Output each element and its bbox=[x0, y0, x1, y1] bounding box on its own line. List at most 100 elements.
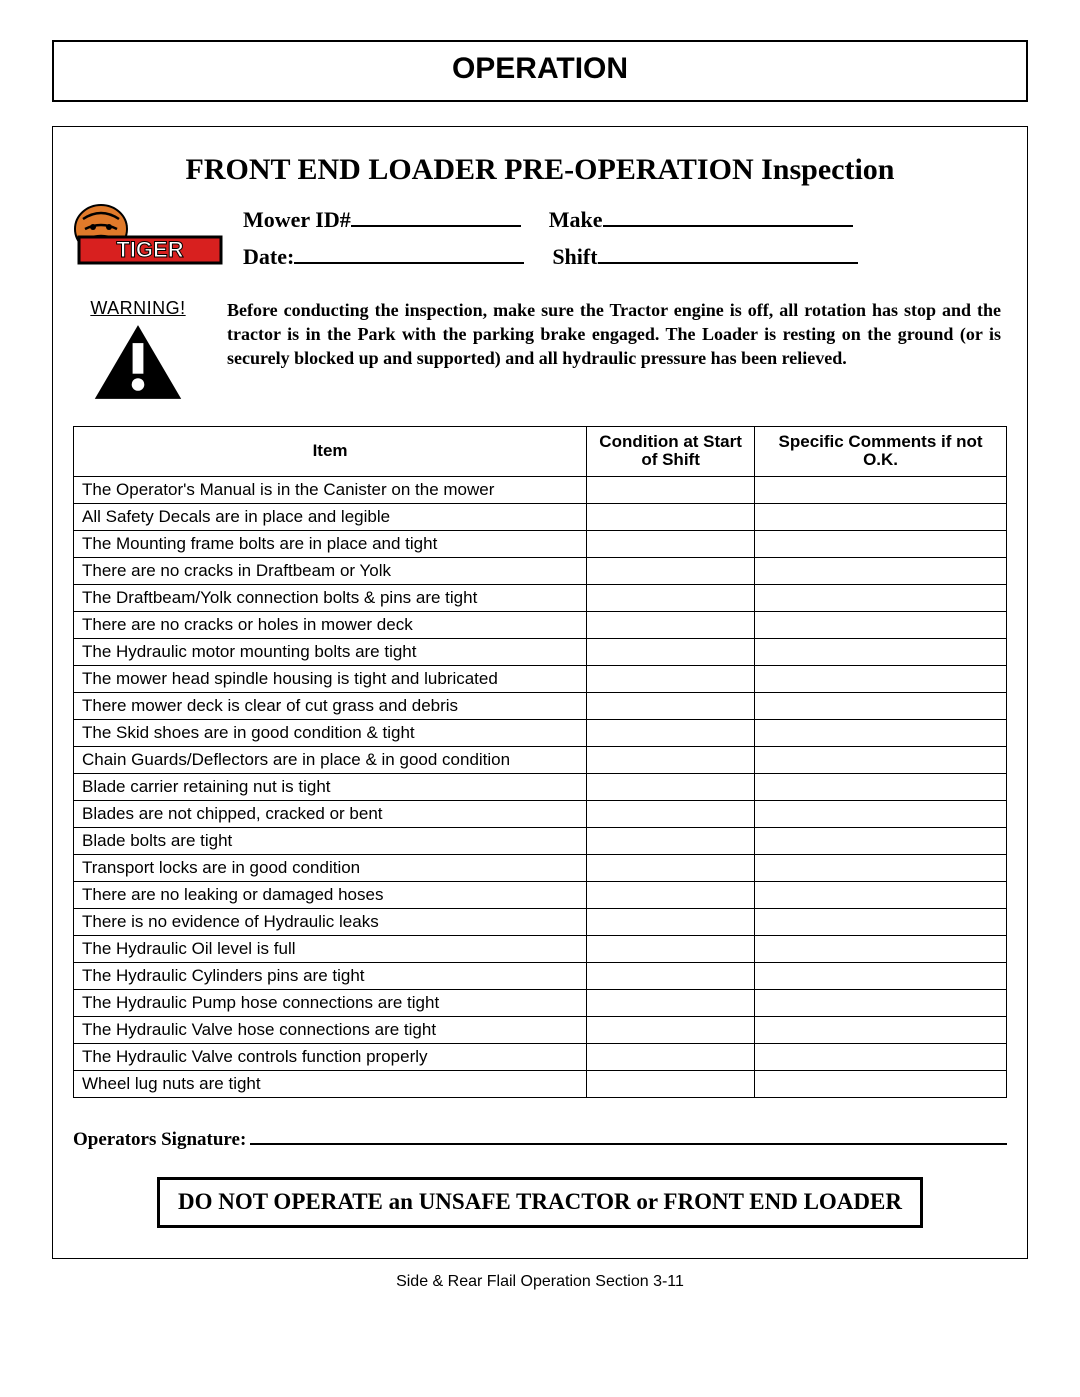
warning-label: WARNING! bbox=[73, 298, 203, 319]
inspection-box: FRONT END LOADER PRE-OPERATION Inspectio… bbox=[52, 126, 1028, 1259]
signature-blank[interactable] bbox=[250, 1126, 1007, 1145]
condition-cell[interactable] bbox=[587, 585, 755, 612]
mower-id-label: Mower ID# bbox=[243, 201, 351, 238]
condition-cell[interactable] bbox=[587, 558, 755, 585]
table-row: The Mounting frame bolts are in place an… bbox=[74, 531, 1007, 558]
condition-cell[interactable] bbox=[587, 882, 755, 909]
condition-cell[interactable] bbox=[587, 612, 755, 639]
condition-cell[interactable] bbox=[587, 531, 755, 558]
checklist-table: Item Condition at Start of Shift Specifi… bbox=[73, 426, 1007, 1098]
comments-cell[interactable] bbox=[755, 693, 1007, 720]
table-row: There are no cracks or holes in mower de… bbox=[74, 612, 1007, 639]
comments-cell[interactable] bbox=[755, 639, 1007, 666]
checklist-item: The Hydraulic Valve controls function pr… bbox=[74, 1044, 587, 1071]
checklist-item: There is no evidence of Hydraulic leaks bbox=[74, 909, 587, 936]
warning-triangle-icon bbox=[93, 323, 183, 401]
checklist-item: Transport locks are in good condition bbox=[74, 855, 587, 882]
condition-cell[interactable] bbox=[587, 1071, 755, 1098]
comments-cell[interactable] bbox=[755, 558, 1007, 585]
comments-cell[interactable] bbox=[755, 720, 1007, 747]
condition-cell[interactable] bbox=[587, 720, 755, 747]
checklist-item: There are no cracks or holes in mower de… bbox=[74, 612, 587, 639]
comments-cell[interactable] bbox=[755, 531, 1007, 558]
condition-cell[interactable] bbox=[587, 936, 755, 963]
comments-cell[interactable] bbox=[755, 612, 1007, 639]
date-blank[interactable] bbox=[294, 242, 524, 264]
checklist-item: Blades are not chipped, cracked or bent bbox=[74, 801, 587, 828]
checklist-item: The Draftbeam/Yolk connection bolts & pi… bbox=[74, 585, 587, 612]
checklist-item: Wheel lug nuts are tight bbox=[74, 1071, 587, 1098]
table-row: Blade bolts are tight bbox=[74, 828, 1007, 855]
comments-cell[interactable] bbox=[755, 828, 1007, 855]
table-row: The Hydraulic Cylinders pins are tight bbox=[74, 963, 1007, 990]
condition-cell[interactable] bbox=[587, 504, 755, 531]
shift-label: Shift bbox=[552, 238, 597, 275]
comments-cell[interactable] bbox=[755, 1017, 1007, 1044]
checklist-item: The Mounting frame bolts are in place an… bbox=[74, 531, 587, 558]
checklist-item: The mower head spindle housing is tight … bbox=[74, 666, 587, 693]
comments-cell[interactable] bbox=[755, 666, 1007, 693]
comments-cell[interactable] bbox=[755, 774, 1007, 801]
do-not-operate-box: DO NOT OPERATE an UNSAFE TRACTOR or FRON… bbox=[157, 1177, 923, 1228]
do-not-operate-text: DO NOT OPERATE an UNSAFE TRACTOR or FRON… bbox=[178, 1189, 902, 1214]
condition-cell[interactable] bbox=[587, 963, 755, 990]
comments-cell[interactable] bbox=[755, 801, 1007, 828]
table-row: All Safety Decals are in place and legib… bbox=[74, 504, 1007, 531]
condition-cell[interactable] bbox=[587, 1017, 755, 1044]
table-row: There mower deck is clear of cut grass a… bbox=[74, 693, 1007, 720]
comments-cell[interactable] bbox=[755, 990, 1007, 1017]
condition-cell[interactable] bbox=[587, 477, 755, 504]
comments-cell[interactable] bbox=[755, 585, 1007, 612]
checklist-item: The Hydraulic Pump hose connections are … bbox=[74, 990, 587, 1017]
condition-cell[interactable] bbox=[587, 801, 755, 828]
warning-text: Before conducting the inspection, make s… bbox=[227, 298, 1007, 371]
condition-cell[interactable] bbox=[587, 1044, 755, 1071]
condition-cell[interactable] bbox=[587, 855, 755, 882]
checklist-wrap: Item Condition at Start of Shift Specifi… bbox=[73, 426, 1007, 1098]
signature-label: Operators Signature: bbox=[73, 1129, 246, 1151]
comments-cell[interactable] bbox=[755, 963, 1007, 990]
section-title: OPERATION bbox=[452, 52, 628, 85]
condition-cell[interactable] bbox=[587, 828, 755, 855]
condition-cell[interactable] bbox=[587, 693, 755, 720]
table-row: The Hydraulic Valve hose connections are… bbox=[74, 1017, 1007, 1044]
comments-cell[interactable] bbox=[755, 477, 1007, 504]
comments-cell[interactable] bbox=[755, 1071, 1007, 1098]
comments-cell[interactable] bbox=[755, 1044, 1007, 1071]
table-row: Blade carrier retaining nut is tight bbox=[74, 774, 1007, 801]
condition-cell[interactable] bbox=[587, 666, 755, 693]
checklist-item: The Operator's Manual is in the Canister… bbox=[74, 477, 587, 504]
comments-cell[interactable] bbox=[755, 882, 1007, 909]
comments-cell[interactable] bbox=[755, 909, 1007, 936]
condition-cell[interactable] bbox=[587, 747, 755, 774]
meta-fields: Mower ID# Make Date: Shift bbox=[243, 201, 1007, 276]
shift-blank[interactable] bbox=[598, 242, 858, 264]
make-blank[interactable] bbox=[603, 205, 853, 227]
comments-cell[interactable] bbox=[755, 855, 1007, 882]
table-row: Wheel lug nuts are tight bbox=[74, 1071, 1007, 1098]
comments-cell[interactable] bbox=[755, 936, 1007, 963]
checklist-item: The Hydraulic Oil level is full bbox=[74, 936, 587, 963]
table-row: The Operator's Manual is in the Canister… bbox=[74, 477, 1007, 504]
condition-cell[interactable] bbox=[587, 909, 755, 936]
table-row: There are no leaking or damaged hoses bbox=[74, 882, 1007, 909]
condition-cell[interactable] bbox=[587, 990, 755, 1017]
checklist-item: There mower deck is clear of cut grass a… bbox=[74, 693, 587, 720]
table-row: The Skid shoes are in good condition & t… bbox=[74, 720, 1007, 747]
checklist-item: Blade bolts are tight bbox=[74, 828, 587, 855]
mower-id-blank[interactable] bbox=[351, 205, 521, 227]
comments-cell[interactable] bbox=[755, 504, 1007, 531]
table-row: The Hydraulic Valve controls function pr… bbox=[74, 1044, 1007, 1071]
table-header-row: Item Condition at Start of Shift Specifi… bbox=[74, 426, 1007, 476]
table-row: There is no evidence of Hydraulic leaks bbox=[74, 909, 1007, 936]
condition-cell[interactable] bbox=[587, 639, 755, 666]
table-row: Transport locks are in good condition bbox=[74, 855, 1007, 882]
condition-cell[interactable] bbox=[587, 774, 755, 801]
table-row: Blades are not chipped, cracked or bent bbox=[74, 801, 1007, 828]
checklist-item: All Safety Decals are in place and legib… bbox=[74, 504, 587, 531]
table-row: The Hydraulic motor mounting bolts are t… bbox=[74, 639, 1007, 666]
table-row: There are no cracks in Draftbeam or Yolk bbox=[74, 558, 1007, 585]
checklist-item: Blade carrier retaining nut is tight bbox=[74, 774, 587, 801]
warning-row: WARNING! Before conducting the inspectio… bbox=[73, 298, 1007, 406]
comments-cell[interactable] bbox=[755, 747, 1007, 774]
